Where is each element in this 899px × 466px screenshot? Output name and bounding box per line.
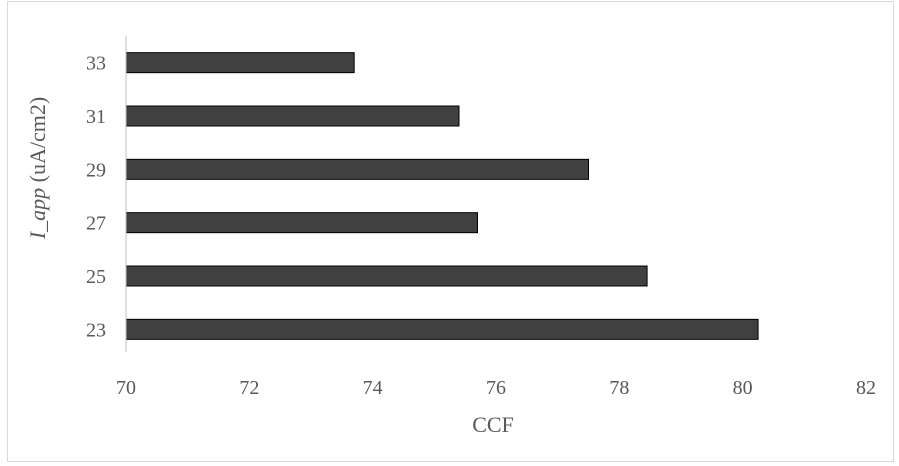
bar-33	[125, 52, 355, 74]
bars-group	[125, 52, 759, 340]
x-axis-label: CCF	[472, 412, 514, 437]
x-tick-label-76: 76	[486, 377, 506, 399]
y-axis-label: I_app (uA/cm2)	[25, 97, 50, 240]
y-tick-labels: 23 25 27 29 31 33	[86, 53, 106, 342]
y-axis-label-italic: I_app	[25, 188, 50, 240]
x-tick-label-70: 70	[116, 377, 136, 399]
bar-29	[125, 158, 589, 180]
bar-31	[125, 105, 460, 127]
x-tick-label-80: 80	[733, 377, 753, 399]
y-tick-label-27: 27	[86, 213, 106, 235]
y-tick-label-31: 31	[86, 106, 106, 128]
x-tick-label-72: 72	[239, 377, 259, 399]
y-tick-label-25: 25	[86, 266, 106, 288]
x-tick-label-82: 82	[856, 377, 876, 399]
y-tick-label-33: 33	[86, 53, 106, 75]
x-tick-label-78: 78	[609, 377, 629, 399]
bar-27	[125, 212, 478, 234]
bar-23	[125, 318, 759, 340]
bar-25	[125, 265, 648, 287]
x-tick-label-74: 74	[363, 377, 383, 399]
x-tick-labels: 70 72 74 76 78 80 82	[116, 377, 876, 399]
y-tick-label-29: 29	[86, 159, 106, 181]
y-axis-label-unit: (uA/cm2)	[25, 97, 50, 188]
y-tick-label-23: 23	[86, 319, 106, 341]
